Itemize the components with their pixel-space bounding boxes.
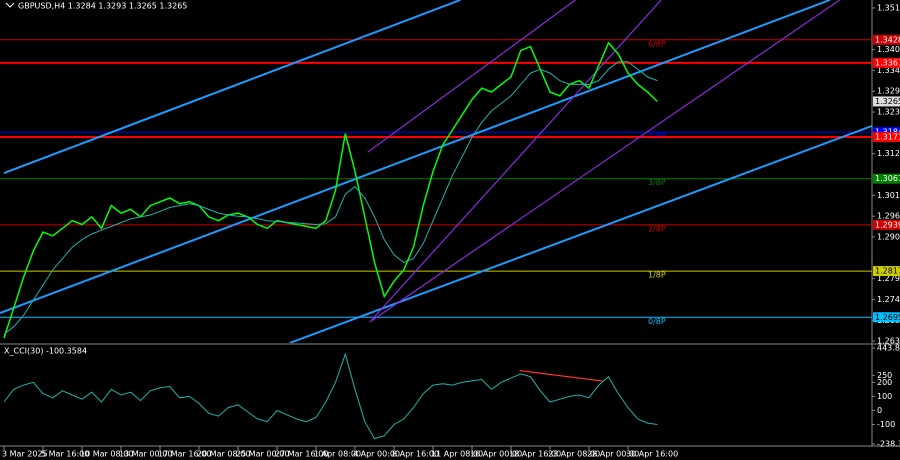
y-tick-label: 1.2907 xyxy=(877,232,900,241)
indicator-pane xyxy=(3,352,658,440)
y-tick-label: 1.3237 xyxy=(877,108,900,117)
x-tick-label: 11 Apr 08:00 xyxy=(431,450,483,459)
level-label: 1/8P xyxy=(648,271,666,280)
y-tick-label: 0 xyxy=(877,406,882,415)
y-tick-label: 1.2742 xyxy=(877,295,900,304)
y-tick-label: 1.3402 xyxy=(877,45,900,54)
y-tick-label: 1.3127 xyxy=(877,149,900,158)
chart-title: GBPUSD,H4 1.3284 1.3293 1.3265 1.3265 xyxy=(18,2,187,11)
y-tick-label: 1.3347 xyxy=(877,66,900,75)
level-box xyxy=(873,173,900,184)
x-tick-label: 13 Mar 00:00 xyxy=(119,450,172,459)
y-tick-label: -100 xyxy=(877,420,895,429)
level-box xyxy=(873,219,900,230)
level-box xyxy=(873,312,900,323)
trendline xyxy=(3,0,461,174)
level-label: 0/8P xyxy=(648,317,666,326)
y-tick-label: 1.3292 xyxy=(877,87,900,96)
level-box xyxy=(873,266,900,277)
level-value: 1.2695 xyxy=(875,313,900,322)
trendline xyxy=(367,0,576,153)
y-tick-label: 443.8052 xyxy=(877,344,900,353)
level-box xyxy=(873,132,900,143)
cci-line xyxy=(3,352,658,440)
x-tick-label: 18 Apr 16:00 xyxy=(509,450,561,459)
x-tick-label: 3 Mar 2025 xyxy=(2,450,48,459)
level-value: 1.3367 xyxy=(875,58,900,67)
y-tick-label: 1.3017 xyxy=(877,191,900,200)
x-tick-label: 10 Mar 08:00 xyxy=(80,450,133,459)
cci-trendline xyxy=(519,370,603,382)
icon xyxy=(5,2,15,8)
y-tick-label: 1.3512 xyxy=(877,3,900,12)
x-tick-label: 27 Mar 16:00 xyxy=(275,450,328,459)
x-tick-label: 17 Mar 16:00 xyxy=(158,450,211,459)
level-value: 1.2817 xyxy=(875,267,900,276)
indicator-label: X_CCI(30) -100.3584 xyxy=(4,347,87,356)
level-label: 6/8P xyxy=(648,39,666,48)
x-tick-label: 25 Mar 00:00 xyxy=(236,450,289,459)
y-tick-label: 250 xyxy=(877,371,892,380)
price-line xyxy=(3,41,658,339)
level-box xyxy=(873,34,900,45)
x-tick-label: 28 Apr 00:00 xyxy=(587,450,639,459)
y-tick-label: -238.364 xyxy=(877,440,900,449)
y-tick-label: 1.2632 xyxy=(877,337,900,346)
x-tick-label: 5 Mar 16:00 xyxy=(41,450,89,459)
last-price-box xyxy=(873,96,900,107)
x-tick-label: 4 Apr 00:00 xyxy=(353,450,400,459)
y-tick-label: 1.2962 xyxy=(877,212,900,221)
trendline xyxy=(0,0,831,315)
x-tick-label: 1 Apr 08:00 xyxy=(314,450,361,459)
level-label: 2/8P xyxy=(648,224,666,233)
y-tick-label: 100 xyxy=(877,392,892,401)
axes: 1.3512 1.3402 1.3347 1.3292 1.3237 1.3127 1.30… xyxy=(2,3,900,459)
last-price: 1.3265 xyxy=(875,97,900,106)
x-tick-label: 20 Mar 08:00 xyxy=(197,450,250,459)
x-tick-label: 8 Apr 16:00 xyxy=(392,450,439,459)
level-value: 1.2939 xyxy=(875,220,900,229)
x-tick-label: 30 Apr 16:00 xyxy=(626,450,678,459)
y-tick-label: 200 xyxy=(877,378,892,387)
main-pane: 6/8P4/8P3/8P2/8P1/8P0/8P xyxy=(0,0,872,343)
y-tick-label: 1.2797 xyxy=(877,274,900,283)
level-label: 3/8P xyxy=(648,178,666,187)
trendline xyxy=(371,0,662,321)
level-box xyxy=(873,57,900,68)
trendline xyxy=(369,0,840,323)
x-tick-label: 16 Apr 00:00 xyxy=(470,450,522,459)
level-value: 1.3428 xyxy=(875,35,900,44)
moving-average xyxy=(3,61,658,335)
x-tick-label: 23 Apr 08:00 xyxy=(548,450,600,459)
trendline xyxy=(289,125,872,343)
